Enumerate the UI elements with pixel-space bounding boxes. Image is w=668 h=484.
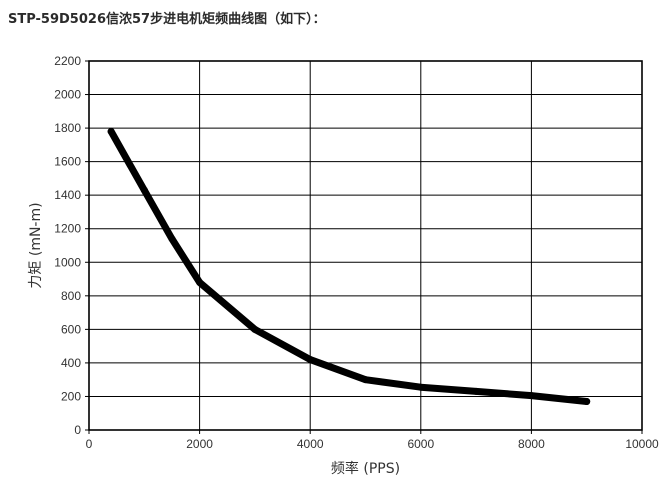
page-heading: STP-59D5026信浓57步进电机矩频曲线图（如下）： [8,12,326,27]
y-tick-label: 800 [61,289,81,303]
torque-curve-point [417,383,425,391]
y-tick-label: 2000 [54,88,81,102]
y-tick-label: 2200 [54,54,81,68]
y-tick-label: 0 [74,423,81,437]
y-tick-label: 1400 [54,188,81,202]
torque-curve-point [140,186,148,194]
y-tick-label: 1000 [54,255,81,269]
torque-curve-point [168,235,176,243]
y-tick-label: 200 [61,389,81,403]
torque-curve-point [362,376,369,384]
y-tick-label: 400 [61,356,81,370]
torque-curve-point [472,387,480,395]
torque-curve-point [583,397,591,405]
x-axis-title: 频率 (PPS) [331,460,400,477]
x-tick-label: 10000 [625,437,659,451]
torque-curve-point [306,356,314,364]
y-tick-label: 1200 [54,222,81,236]
x-tick-label: 0 [86,437,93,451]
torque-curve-point [107,127,115,135]
y-tick-label: 1600 [54,155,81,169]
plot-area [88,60,643,431]
y-axis-title: 力矩 (mN-m) [28,202,44,288]
torque-curve-point [196,278,204,286]
x-tick-label: 4000 [297,437,324,451]
torque-curve-point [251,325,259,333]
y-tick-label: 1800 [54,121,81,135]
y-tick-label: 600 [61,322,81,336]
x-tick-label: 2000 [186,437,213,451]
x-tick-label: 8000 [518,437,545,451]
torque-curve-point [527,392,535,400]
x-tick-label: 6000 [407,437,434,451]
